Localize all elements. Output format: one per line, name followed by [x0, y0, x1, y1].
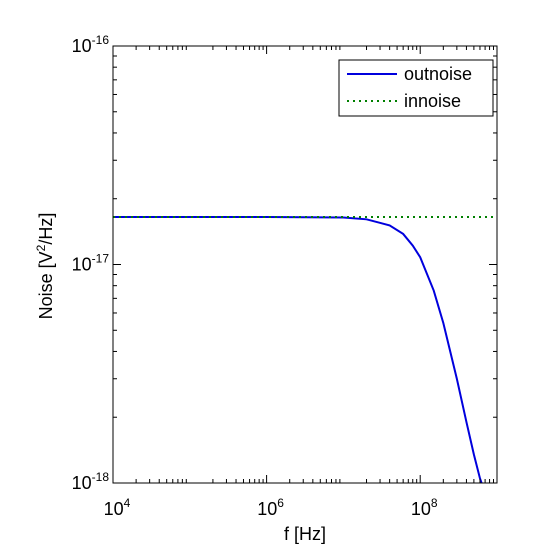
legend-label-innoise: innoise [404, 91, 461, 111]
y-axis-label-rest: /Hz] [36, 213, 56, 245]
y-axis-label: Noise [V2/Hz] [34, 213, 56, 320]
x-tick-label: 108 [411, 496, 438, 519]
x-axis-label: f [Hz] [284, 524, 326, 544]
y-axis-label-base: Noise [V [36, 251, 56, 319]
y-tick-label: 10-17 [72, 252, 110, 275]
legend: outnoise innoise [339, 60, 493, 116]
y-tick-label: 10-18 [72, 470, 110, 493]
y-tick-label: 10-16 [72, 33, 110, 56]
x-tick-label: 104 [104, 496, 131, 519]
legend-label-outnoise: outnoise [404, 64, 472, 84]
x-tick-label: 106 [257, 496, 284, 519]
